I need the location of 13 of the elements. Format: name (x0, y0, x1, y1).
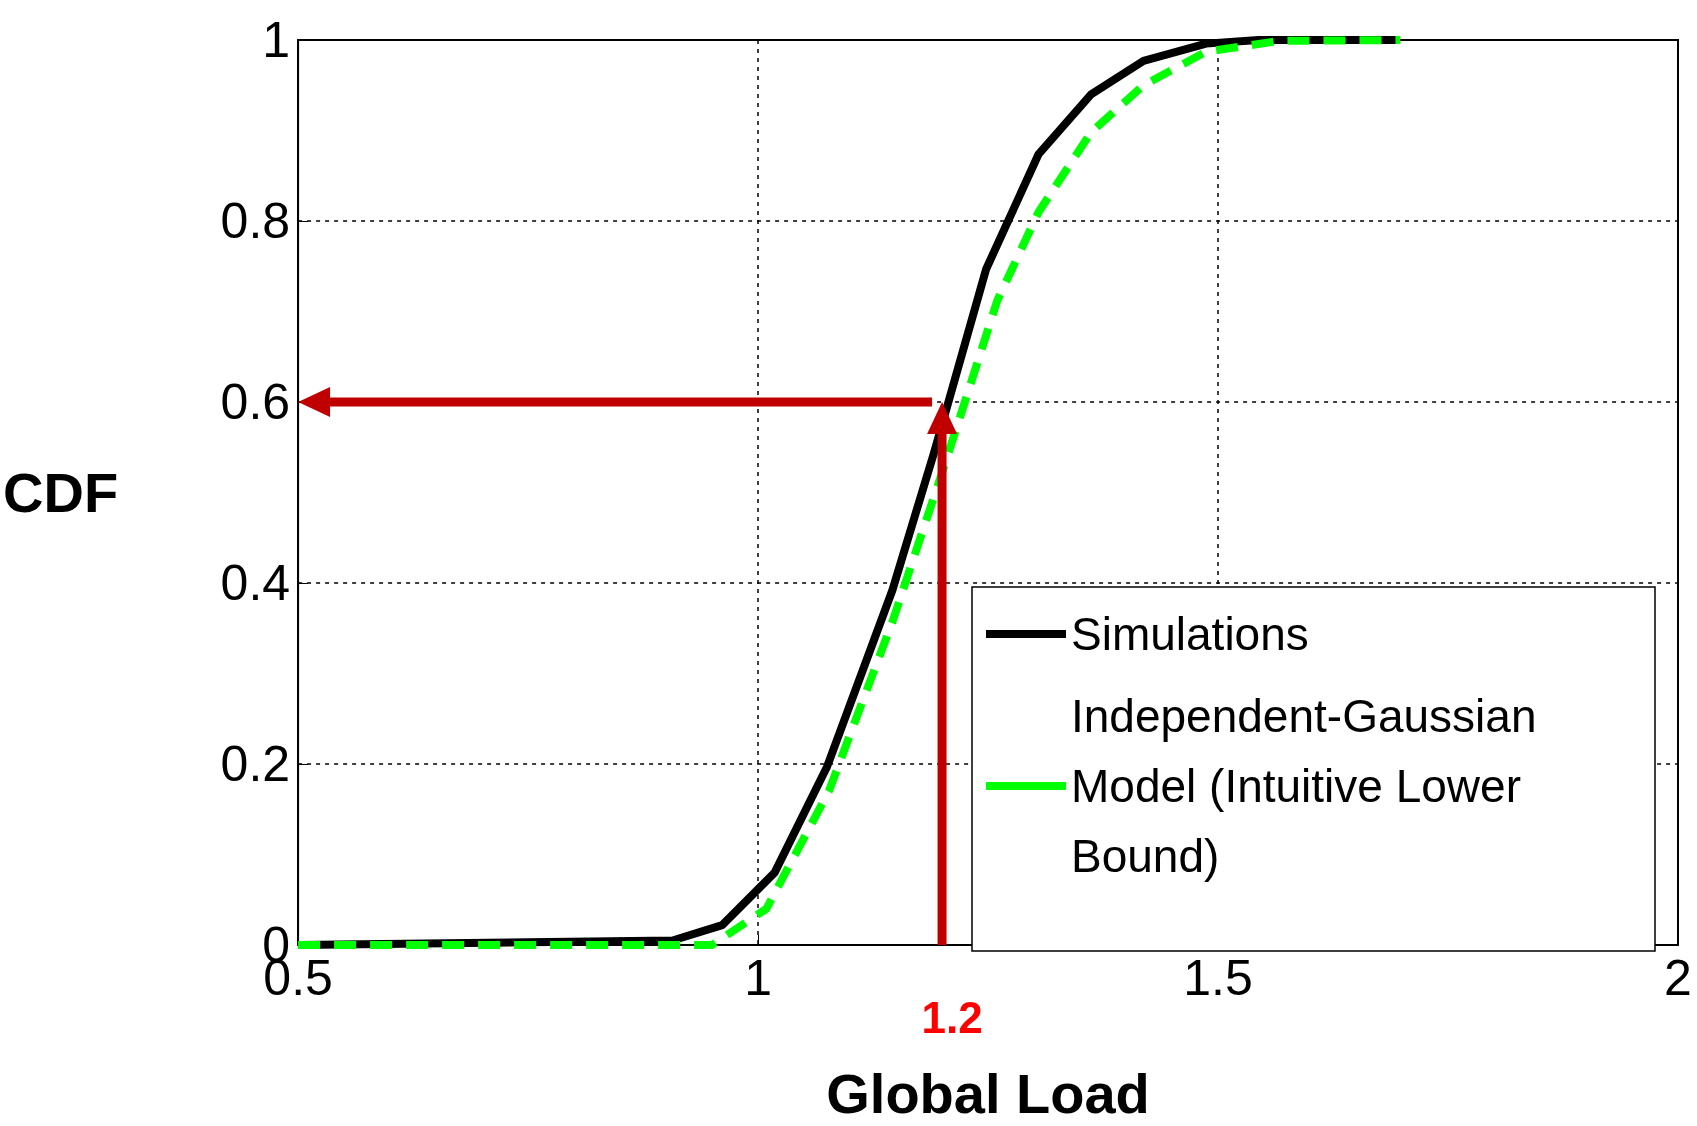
ref-line-label: 1.2 (921, 993, 983, 1042)
x-tick-label: 1.5 (1183, 950, 1253, 1006)
y-tick-label: 0.8 (220, 193, 291, 249)
y-tick-label: 0.6 (220, 374, 291, 430)
legend-label: Simulations (1071, 608, 1309, 660)
y-tick-label: 1 (262, 12, 291, 68)
x-tick-label: 1 (744, 950, 772, 1006)
y-axis-title: CDF (3, 461, 119, 524)
x-tick-label: 2 (1664, 950, 1692, 1006)
y-tick-label: 0.2 (220, 736, 291, 792)
legend-label: Independent-Gaussian Model (Intuitive Lower Bound) (1071, 690, 1550, 882)
x-axis-title: Global Load (826, 1061, 1150, 1125)
y-tick-label: 0.4 (220, 555, 291, 611)
